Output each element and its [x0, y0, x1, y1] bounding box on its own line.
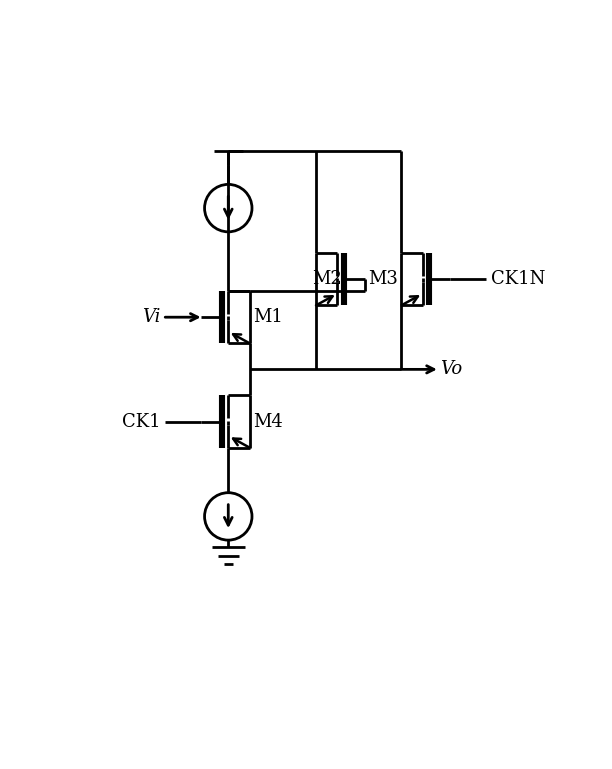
Text: Vo: Vo	[440, 361, 463, 378]
Text: Vi: Vi	[142, 308, 160, 326]
Text: M3: M3	[368, 270, 398, 288]
Text: M4: M4	[253, 412, 283, 431]
Text: CK1N: CK1N	[491, 270, 545, 288]
Text: M1: M1	[253, 308, 283, 326]
Text: M2: M2	[312, 270, 342, 288]
Text: CK1: CK1	[122, 412, 160, 431]
